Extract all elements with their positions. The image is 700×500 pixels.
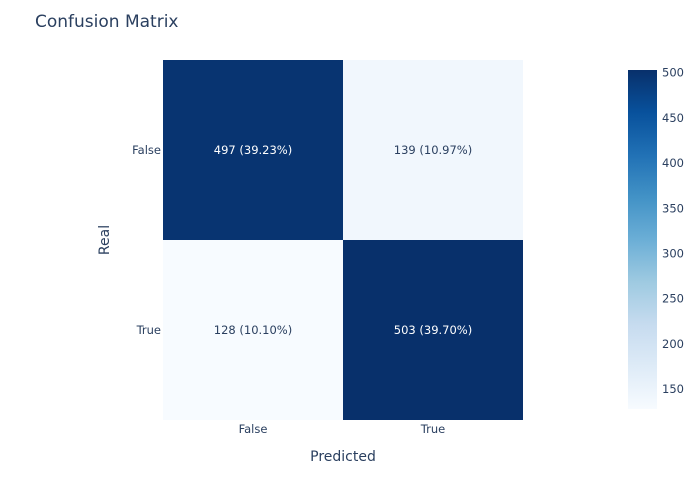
cell-annotation: 128 (10.10%): [214, 323, 292, 337]
colorbar-tick-label: 500: [662, 66, 684, 80]
colorbar-tick-label: 150: [662, 382, 684, 396]
x-tick-label: True: [420, 422, 445, 436]
x-tick-label: False: [239, 422, 268, 436]
colorbar-tick-label: 200: [662, 337, 684, 351]
y-tick-label: True: [136, 323, 161, 337]
heatmap-cell: [343, 60, 523, 240]
chart-title: Confusion Matrix: [35, 12, 179, 32]
y-axis-title: Real: [97, 225, 113, 255]
cell-annotation: 503 (39.70%): [394, 323, 472, 337]
x-axis-title: Predicted: [310, 449, 376, 465]
cell-annotation: 497 (39.23%): [214, 143, 292, 157]
colorbar-tick-label: 300: [662, 247, 684, 261]
colorbar-tick-label: 450: [662, 111, 684, 125]
colorbar-tick-label: 350: [662, 201, 684, 215]
cell-annotation: 139 (10.97%): [394, 143, 472, 157]
colorbar-tick-label: 400: [662, 156, 684, 170]
colorbar-tick-label: 250: [662, 292, 684, 306]
colorbar: [628, 70, 657, 409]
heatmap-cell: [343, 240, 523, 420]
heatmap-cell: [163, 60, 343, 240]
y-tick-label: False: [132, 143, 161, 157]
heatmap-cell: [163, 240, 343, 420]
